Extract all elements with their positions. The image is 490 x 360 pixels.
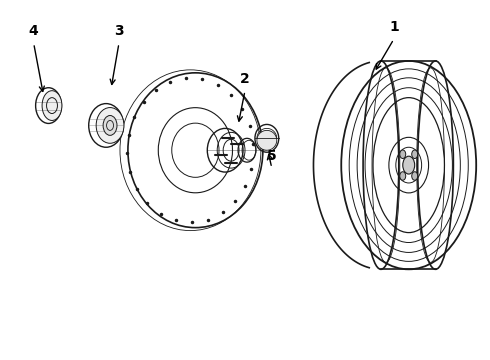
Text: 3: 3 bbox=[114, 24, 124, 38]
Ellipse shape bbox=[96, 108, 124, 143]
Ellipse shape bbox=[42, 91, 62, 121]
Ellipse shape bbox=[400, 172, 406, 180]
Text: 4: 4 bbox=[29, 24, 39, 38]
Ellipse shape bbox=[412, 150, 417, 158]
Ellipse shape bbox=[400, 150, 406, 158]
Text: 1: 1 bbox=[389, 20, 399, 34]
Ellipse shape bbox=[103, 116, 117, 135]
Ellipse shape bbox=[257, 130, 277, 150]
Text: 2: 2 bbox=[240, 72, 250, 86]
Text: 5: 5 bbox=[267, 149, 277, 163]
Ellipse shape bbox=[412, 172, 417, 180]
Ellipse shape bbox=[403, 156, 415, 174]
